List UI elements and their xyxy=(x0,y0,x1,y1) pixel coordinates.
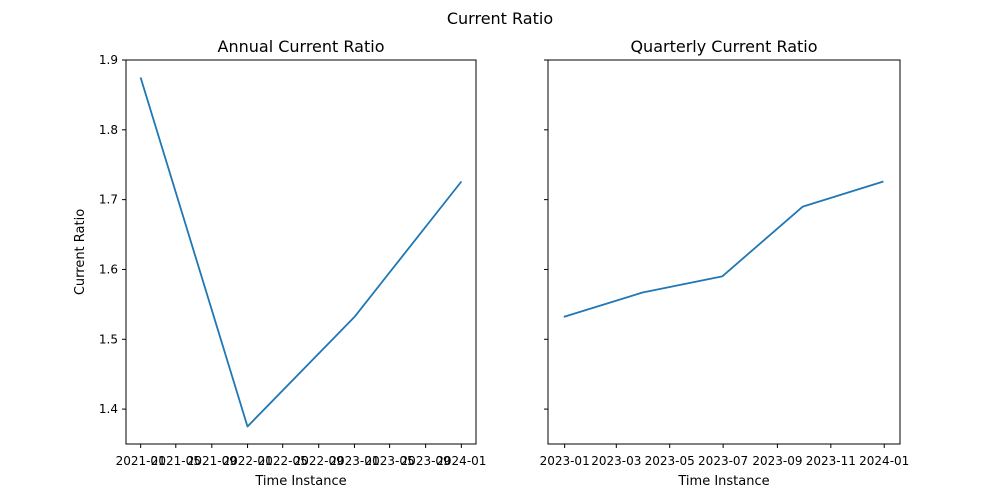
annual-x-tick-label: 2024-01 xyxy=(436,454,486,468)
figure-title: Current Ratio xyxy=(447,9,553,28)
annual-x-tick-label: 2022-09 xyxy=(294,454,344,468)
quarterly-x-tick-label: 2023-05 xyxy=(645,454,695,468)
panel-quarterly: Quarterly Current Ratio 2023-01 2023-03 20… xyxy=(540,37,910,489)
annual-x-tick-label: 2022-01 xyxy=(222,454,272,468)
annual-x-tick-label: 2022-05 xyxy=(258,454,308,468)
annual-x-tick-label: 2021-05 xyxy=(151,454,201,468)
annual-x-tick-label: 2023-05 xyxy=(365,454,415,468)
quarterly-x-tick-label: 2023-11 xyxy=(806,454,856,468)
quarterly-x-tick-label: 2023-07 xyxy=(698,454,748,468)
annual-x-tick-label: 2023-09 xyxy=(401,454,451,468)
annual-y-tick-label: 1.4 xyxy=(99,402,118,416)
quarterly-x-axis-label: Time Instance xyxy=(677,474,769,489)
quarterly-series-line xyxy=(563,180,884,318)
quarterly-x-tick-label: 2023-09 xyxy=(752,454,802,468)
quarterly-x-tick-label: 2024-01 xyxy=(859,454,909,468)
annual-chart-title: Annual Current Ratio xyxy=(218,37,385,56)
panel-annual: Annual Current Ratio 1.4 1.5 1.6 1.7 1.8 1.9 2… xyxy=(73,37,486,489)
annual-plot-area: 1.41.51.61.71.81.92021-012021-052021-092… xyxy=(99,53,487,468)
quarterly-x-tick-label: 2023-03 xyxy=(591,454,641,468)
quarterly-axes-frame xyxy=(547,59,901,445)
annual-x-axis-label: Time Instance xyxy=(254,474,346,489)
annual-y-axis-label: Current Ratio xyxy=(73,209,88,295)
annual-y-tick-label: 1.5 xyxy=(99,332,118,346)
annual-y-tick-label: 1.8 xyxy=(99,123,118,137)
annual-y-tick-label: 1.6 xyxy=(99,262,118,276)
annual-x-tick-label: 2023-01 xyxy=(329,454,379,468)
annual-x-tick-label: 2021-09 xyxy=(187,454,237,468)
annual-y-tick-label: 1.9 xyxy=(99,53,118,67)
quarterly-x-tick-label: 2023-01 xyxy=(540,454,590,468)
annual-axes-frame xyxy=(125,59,477,445)
annual-y-tick-label: 1.7 xyxy=(99,193,118,207)
annual-series-line xyxy=(139,77,463,428)
annual-x-tick-label: 2021-01 xyxy=(116,454,166,468)
quarterly-plot-area: 2023-01 2023-03 2023-05 2023-07 2023-09 2023-… xyxy=(540,59,909,468)
quarterly-chart-title: Quarterly Current Ratio xyxy=(630,37,817,56)
